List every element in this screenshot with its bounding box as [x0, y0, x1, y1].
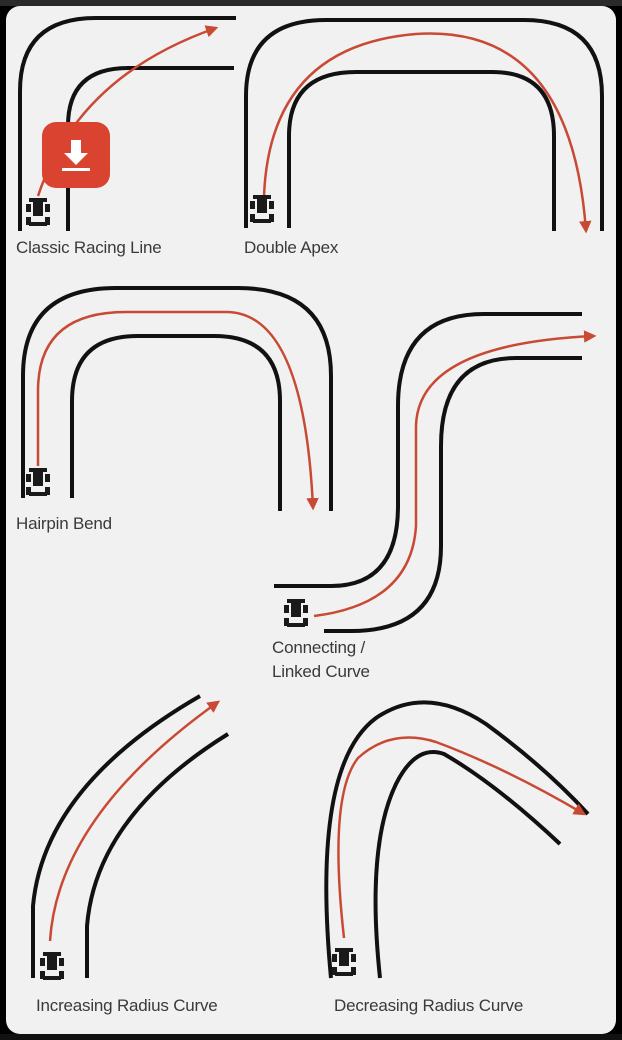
top-strip: [0, 0, 622, 6]
label-classic-racing-line: Classic Racing Line: [16, 238, 162, 257]
car-icon: [26, 198, 50, 226]
increasing-radius-diagram: [31, 694, 230, 980]
diagram-card: Classic Racing Line Double Apex Hairpin …: [6, 6, 616, 1034]
label-double-apex: Double Apex: [244, 238, 339, 257]
racing-line-arrow: [48, 700, 221, 942]
car-icon: [40, 952, 64, 980]
decreasing-radius-diagram: [324, 700, 590, 979]
track-outer-edge: [31, 694, 201, 978]
label-connecting-curve: Connecting / Linked Curve: [272, 638, 370, 681]
track-outer-edge: [274, 312, 582, 588]
hairpin-bend-diagram: [21, 286, 333, 511]
track-inner-edge: [287, 70, 556, 231]
racing-lines-diagram: [18, 16, 604, 980]
track-outer-edge: [18, 16, 236, 231]
track-inner-edge: [70, 334, 282, 511]
track-inner-edge: [85, 732, 230, 978]
track-outer-edge: [21, 286, 333, 511]
download-button[interactable]: [42, 122, 110, 188]
racing-line-arrow: [36, 310, 319, 511]
download-icon: [62, 140, 90, 171]
track-inner-edge: [373, 750, 562, 979]
track-inner-edge: [324, 356, 582, 633]
car-icon: [284, 599, 308, 627]
racing-line-arrow: [262, 32, 592, 234]
label-increasing-radius: Increasing Radius Curve: [36, 996, 218, 1015]
track-inner-edge: [66, 66, 234, 231]
car-icon: [26, 468, 50, 496]
car-icon: [332, 948, 356, 976]
car-icon: [250, 195, 274, 223]
track-outer-edge: [324, 700, 590, 979]
track-outer-edge: [244, 18, 604, 231]
double-apex-diagram: [244, 18, 604, 234]
racing-line-arrow: [313, 330, 597, 618]
label-decreasing-radius: Decreasing Radius Curve: [334, 996, 524, 1015]
connecting-curve-diagram: [274, 312, 597, 633]
bottom-strip: [0, 1034, 622, 1040]
racing-line-arrow: [337, 736, 587, 939]
label-hairpin-bend: Hairpin Bend: [16, 514, 112, 533]
